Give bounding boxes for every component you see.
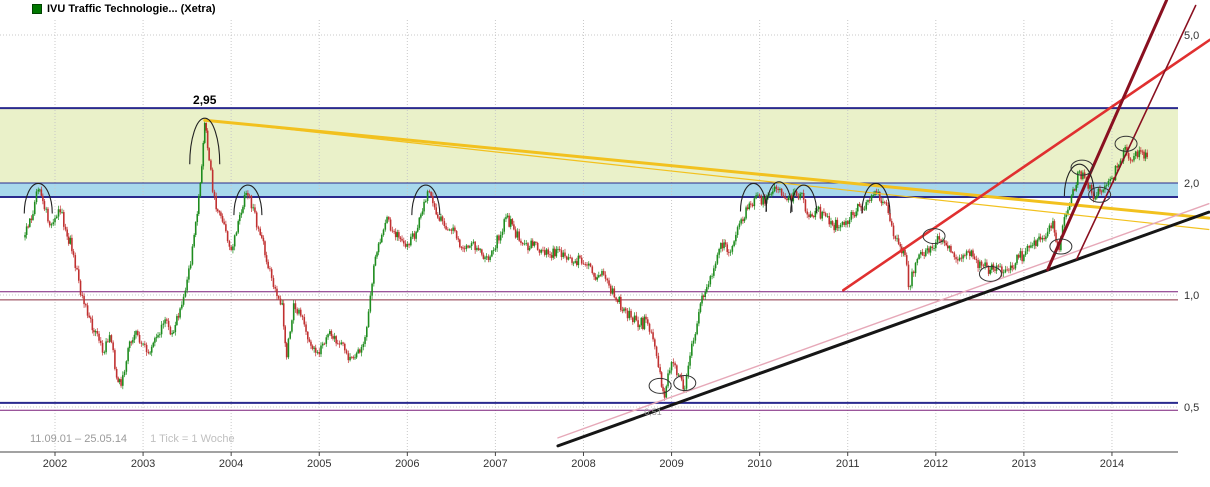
x-axis-year-label: 2012 xyxy=(924,458,948,470)
peak-arc-annotation xyxy=(23,182,53,214)
x-axis-year-label: 2008 xyxy=(571,458,595,470)
x-axis-year-label: 2002 xyxy=(43,458,67,470)
axes-layer: 2002 2003 2004 2005 2006 2007 2008 2009 2010 2011… xyxy=(0,30,1199,470)
ellipse-annotation xyxy=(978,265,1002,282)
candles-layer xyxy=(24,121,1148,401)
y-axis-price-label: 2,0 xyxy=(1184,178,1199,190)
support-pink-parallel xyxy=(557,202,1210,439)
annotations-layer: 2,95 0,51 xyxy=(23,93,1138,417)
ellipse-annotation xyxy=(673,375,697,392)
ellipse-annotation xyxy=(1049,238,1073,255)
tick-interval-label: 1 Tick = 1 Woche xyxy=(150,433,235,445)
resistance-yellow-thin xyxy=(204,119,1210,231)
uptrend-red xyxy=(842,38,1210,292)
resistance-yellow-main xyxy=(203,118,1210,220)
peak-arc-annotation xyxy=(861,182,891,214)
ellipse-annotation xyxy=(1070,159,1094,176)
trendlines-layer xyxy=(203,0,1210,448)
uptrend-maroon-b xyxy=(1075,4,1197,260)
ellipse-annotation xyxy=(648,377,672,394)
chart-footer: 11.09.01 – 25.05.14 1 Tick = 1 Woche xyxy=(30,433,235,445)
price-annotation-peak: 2,95 xyxy=(193,93,217,107)
x-axis-year-label: 2009 xyxy=(659,458,683,470)
x-axis-year-label: 2003 xyxy=(131,458,155,470)
price-annotation-low: 0,51 xyxy=(644,407,662,417)
instrument-title: IVU Traffic Technologie... (Xetra) xyxy=(47,3,216,15)
peak-arc-annotation xyxy=(739,182,768,212)
y-axis-price-label: 5,0 xyxy=(1184,30,1199,42)
x-axis-year-label: 2004 xyxy=(219,458,243,470)
peak-arc-annotation xyxy=(765,181,793,212)
x-axis-year-label: 2013 xyxy=(1012,458,1036,470)
x-axis-year-label: 2006 xyxy=(395,458,419,470)
uptrend-maroon-a xyxy=(1046,0,1169,272)
x-axis-year-label: 2011 xyxy=(836,458,860,470)
y-axis-price-label: 1,0 xyxy=(1184,290,1199,302)
y-axis-price-label: 0,5 xyxy=(1184,402,1199,414)
x-axis-year-label: 2014 xyxy=(1100,458,1124,470)
date-range-label: 11.09.01 – 25.05.14 xyxy=(30,433,128,445)
peak-arc-annotation xyxy=(233,184,263,216)
chart-header: IVU Traffic Technologie... (Xetra) xyxy=(32,3,216,15)
peak-arc-annotation xyxy=(790,184,818,214)
peak-arc-annotation xyxy=(411,184,441,216)
x-axis-year-label: 2007 xyxy=(483,458,507,470)
support-black-longterm xyxy=(556,210,1210,448)
x-axis-year-label: 2005 xyxy=(307,458,331,470)
ellipse-annotation xyxy=(1114,135,1138,152)
instrument-color-marker-icon xyxy=(32,4,42,14)
ellipse-annotation xyxy=(922,228,946,245)
peak-arc-annotation xyxy=(189,117,221,165)
ellipse-annotation xyxy=(1088,186,1112,203)
x-axis-year-label: 2010 xyxy=(747,458,771,470)
peak-arc-annotation xyxy=(1063,163,1095,197)
